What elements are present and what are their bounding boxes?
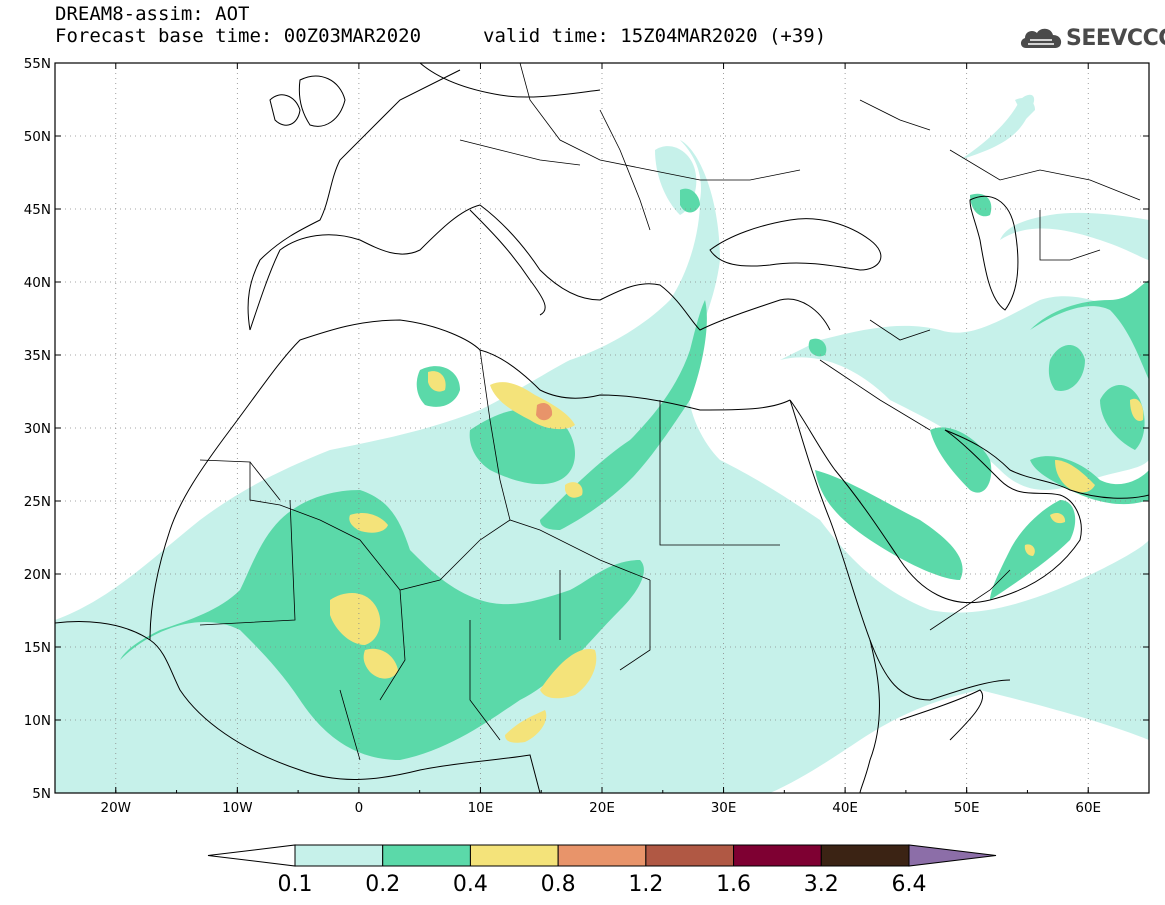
lat-label: 50N <box>24 129 51 145</box>
lon-label: 20W <box>101 800 132 816</box>
lat-label: 25N <box>24 494 51 510</box>
latitude-labels: 55N 50N 45N 40N 35N 30N 25N 20N 15N 10N 5N <box>24 56 51 802</box>
axis-ticks <box>54 62 1150 794</box>
colorbar-box <box>382 844 471 867</box>
valid-time: valid time: 15Z04MAR2020 (+39) <box>483 25 827 47</box>
lon-label: 20E <box>589 800 615 816</box>
lon-label: 50E <box>954 800 980 816</box>
lat-label: 55N <box>24 56 51 72</box>
colorbar-box <box>294 844 384 867</box>
aot-band-mid <box>120 188 1149 760</box>
map-title: DREAM8-assim: AOT <box>55 3 250 25</box>
colorbar-box <box>469 844 559 867</box>
forecast-base-time: Forecast base time: 00Z03MAR2020 <box>55 25 422 47</box>
lat-label: 45N <box>24 202 51 218</box>
lat-label: 5N <box>32 786 51 802</box>
colorbar-label: 0.4 <box>452 872 488 897</box>
border-layer <box>199 63 1141 761</box>
colorbar-label: 1.2 <box>628 872 664 897</box>
aot-field-layer <box>55 94 1149 793</box>
grid-lines <box>55 63 1149 793</box>
colorbar-underflow-arrow <box>207 844 296 867</box>
colorbar-box <box>557 844 647 867</box>
lat-label: 35N <box>24 348 51 364</box>
seevccc-logo: SEEVCCC <box>1018 24 1165 54</box>
colorbar-box <box>820 844 910 867</box>
colorbar-label: 3.2 <box>803 872 839 897</box>
lat-label: 15N <box>24 640 51 656</box>
aot-band-very-high <box>536 403 553 421</box>
lon-label: 30E <box>711 800 737 816</box>
lon-label: 60E <box>1075 800 1101 816</box>
colorbar-box <box>645 844 735 867</box>
colorbar-overflow-arrow <box>908 844 997 867</box>
cloud-logo-icon <box>1020 28 1062 48</box>
colorbar-label: 1.6 <box>716 872 752 897</box>
lat-label: 20N <box>24 567 51 583</box>
lon-label: 10E <box>468 800 494 816</box>
colorbar-label: 0.1 <box>277 872 313 897</box>
lon-label: 0 <box>355 800 364 816</box>
colorbar-box <box>733 844 822 867</box>
lon-label: 40E <box>832 800 858 816</box>
longitude-labels: 20W 10W 0 10E 20E 30E 40E 50E 60E <box>101 800 1102 816</box>
colorbar-label: 0.8 <box>540 872 576 897</box>
colorbar-label: 0.2 <box>365 872 401 897</box>
lon-label: 10W <box>222 800 253 816</box>
lat-label: 10N <box>24 713 51 729</box>
colorbar-label: 6.4 <box>891 872 927 897</box>
lat-label: 40N <box>24 275 51 291</box>
aot-band-high <box>330 371 1144 743</box>
coastline-layer <box>55 63 1149 793</box>
colorbar <box>207 844 997 867</box>
logo-text: SEEVCCC <box>1066 26 1165 51</box>
lat-label: 30N <box>24 421 51 437</box>
